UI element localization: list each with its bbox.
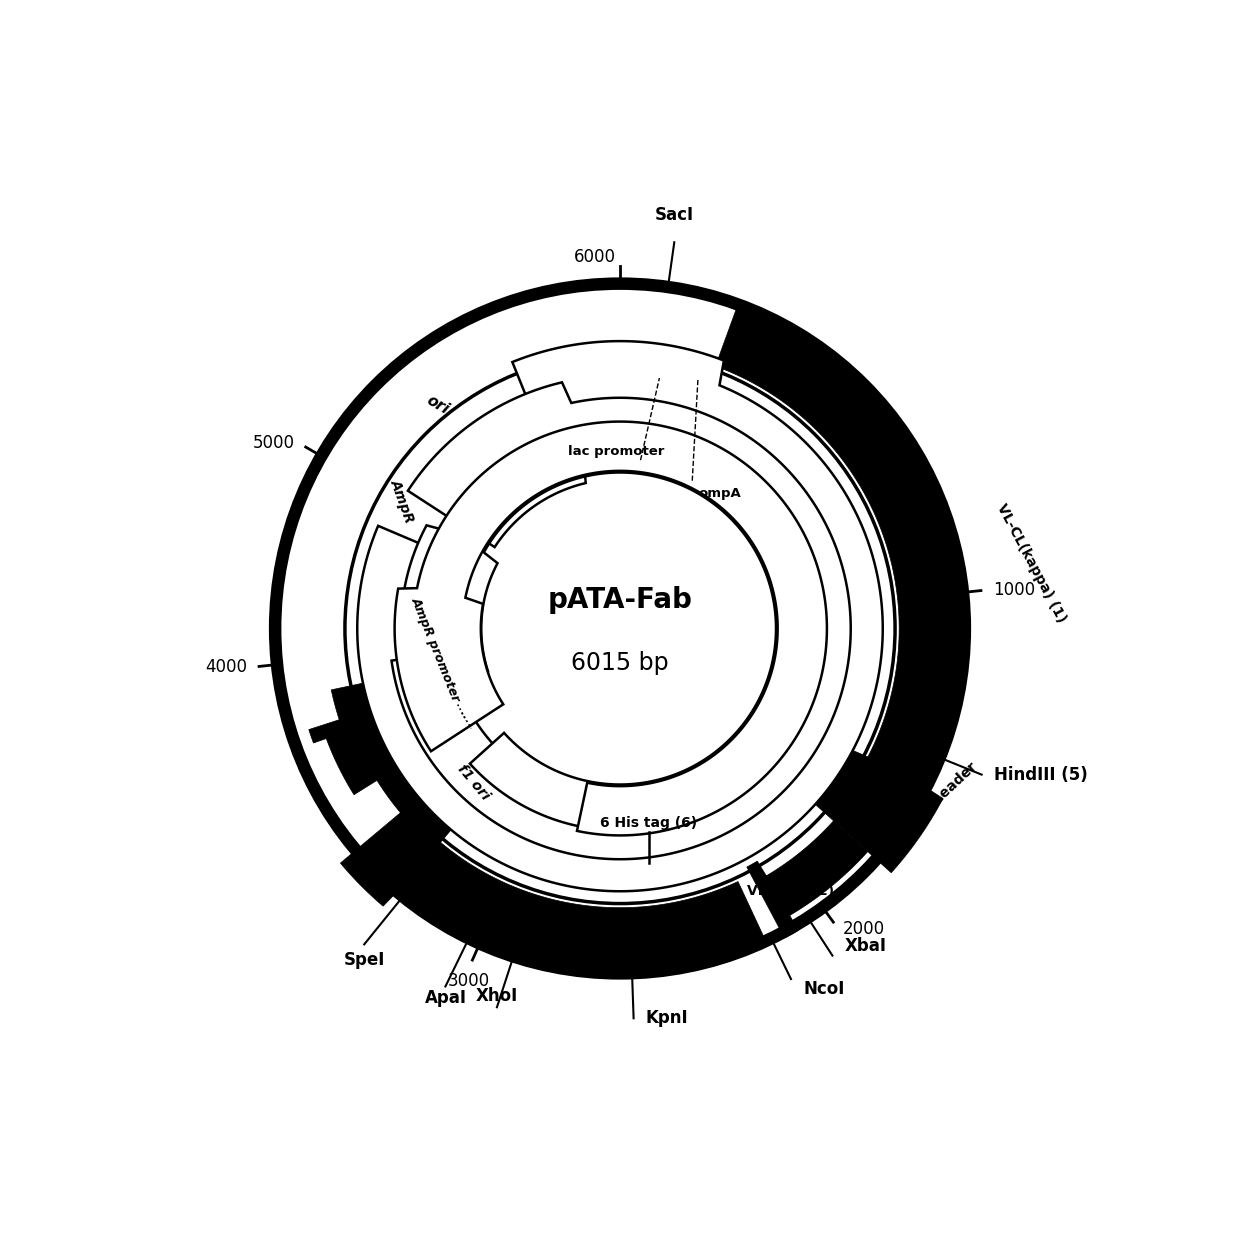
Polygon shape xyxy=(401,426,822,831)
Text: XbaI: XbaI xyxy=(844,936,887,955)
Text: 4000: 4000 xyxy=(205,659,247,676)
Text: 2000: 2000 xyxy=(842,920,884,938)
Text: 3000: 3000 xyxy=(448,972,490,989)
Text: HindIII (5): HindIII (5) xyxy=(994,766,1087,783)
Text: KpnI: KpnI xyxy=(646,1009,688,1027)
Text: VL-CL(kappa) (1): VL-CL(kappa) (1) xyxy=(993,502,1068,625)
Polygon shape xyxy=(343,732,361,758)
Text: SpeI: SpeI xyxy=(343,952,384,969)
Polygon shape xyxy=(751,343,785,368)
Polygon shape xyxy=(394,421,827,836)
Polygon shape xyxy=(350,748,370,774)
Text: 6 His tag (6): 6 His tag (6) xyxy=(600,816,697,830)
Text: 6000: 6000 xyxy=(574,249,616,266)
Polygon shape xyxy=(392,382,851,860)
Text: 6015 bp: 6015 bp xyxy=(572,651,668,675)
Polygon shape xyxy=(715,308,961,872)
Text: 5000: 5000 xyxy=(253,434,294,453)
Text: lac promoter: lac promoter xyxy=(568,445,665,458)
Text: HA: HA xyxy=(547,924,569,938)
Text: AmpR promoter: AmpR promoter xyxy=(408,595,463,703)
Text: f1 ori: f1 ori xyxy=(455,763,492,803)
Polygon shape xyxy=(331,681,450,848)
Polygon shape xyxy=(357,341,883,891)
Polygon shape xyxy=(309,710,384,794)
Polygon shape xyxy=(766,351,799,377)
Text: pATA-Fab: pATA-Fab xyxy=(548,586,692,613)
Text: SacI: SacI xyxy=(655,206,694,224)
Text: VH-CH1 (2): VH-CH1 (2) xyxy=(748,884,835,899)
Text: NcoI: NcoI xyxy=(804,980,844,998)
Text: XhoI: XhoI xyxy=(476,987,518,1004)
Text: ori: ori xyxy=(424,393,451,417)
Polygon shape xyxy=(754,337,825,403)
Text: 1000: 1000 xyxy=(993,581,1035,598)
Text: ompA: ompA xyxy=(698,488,740,500)
Polygon shape xyxy=(746,821,868,938)
Text: PelB Leader: PelB Leader xyxy=(901,759,980,833)
Polygon shape xyxy=(341,793,764,970)
Polygon shape xyxy=(780,360,812,386)
Text: AmpR: AmpR xyxy=(388,478,417,525)
Text: ApaI: ApaI xyxy=(424,989,466,1007)
